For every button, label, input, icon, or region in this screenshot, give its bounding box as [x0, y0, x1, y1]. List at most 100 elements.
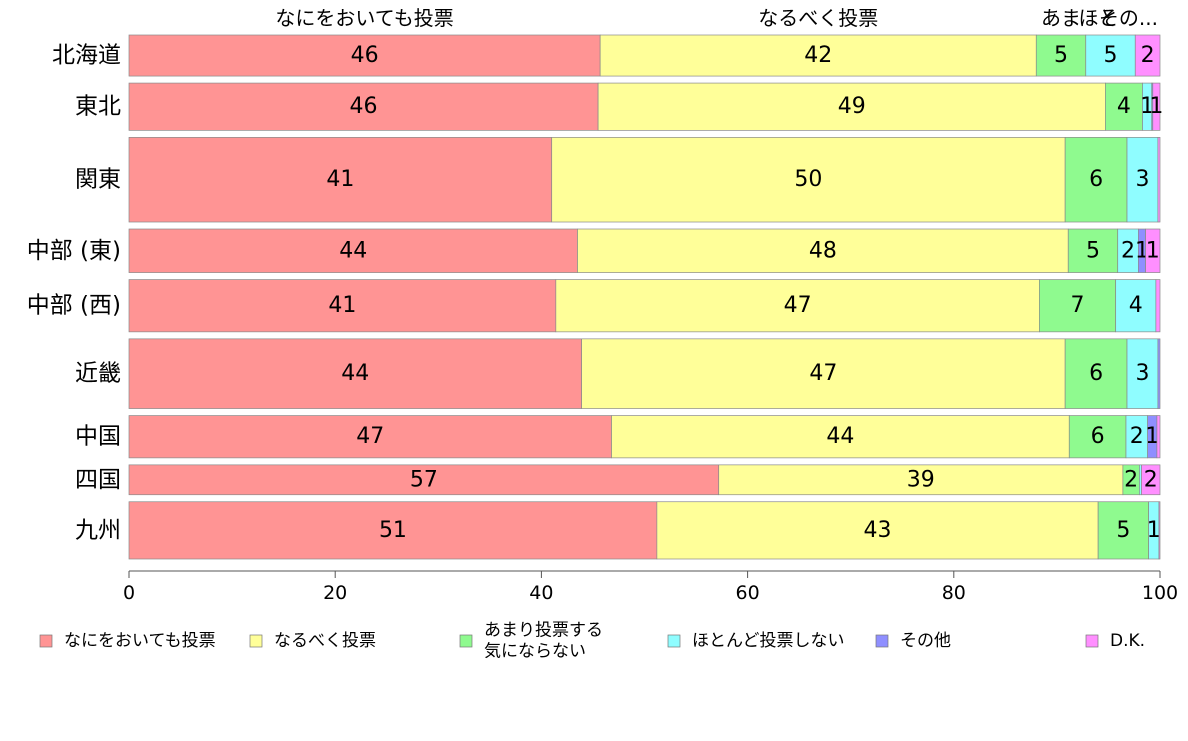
legend-item: なにをおいても投票	[39, 631, 216, 651]
bar-segment	[128, 82, 599, 131]
bar-value-label: 5	[1086, 238, 1100, 263]
legend-item: なるべく投票	[249, 631, 376, 651]
bar-row: 57 39 2 2	[128, 464, 1161, 496]
legend-swatch	[875, 634, 889, 648]
top-segment-labels: なにをおいても投票 なるべく投票 あまほとその...	[275, 6, 1158, 30]
bar-segment	[128, 34, 601, 77]
bar-value-label: 4	[1129, 293, 1143, 318]
bar-segment	[128, 137, 553, 223]
legend-label: あまり投票する	[484, 621, 603, 641]
bar-segment	[1155, 279, 1161, 333]
bar-segment	[1141, 464, 1161, 496]
legend-label: D.K.	[1110, 631, 1145, 651]
bar-segment	[128, 338, 582, 409]
bar-segment	[551, 137, 1066, 223]
x-tick-label: 0	[123, 582, 135, 604]
bar-value-label: 2	[1144, 467, 1158, 492]
category-label: 四国	[75, 467, 121, 493]
legend-swatch	[1085, 634, 1099, 648]
bar-segment	[128, 501, 658, 560]
bar-segment	[1097, 501, 1150, 560]
bar-value-label: 6	[1089, 361, 1103, 386]
bar-value-label: 44	[826, 424, 854, 449]
bar-value-label: 5	[1054, 43, 1068, 68]
bar-row: 41 50 6 3	[128, 137, 1161, 223]
bar-segment	[718, 464, 1124, 496]
bar-row: 46 42 5 5 2	[128, 34, 1161, 77]
bar-segment	[1126, 137, 1159, 223]
bar-value-label: 1	[1145, 424, 1159, 449]
bar-row: 44 48 5 2 11	[128, 228, 1161, 273]
top-segment-label: ほと	[1079, 6, 1119, 30]
bar-value-label: 49	[838, 94, 866, 119]
bar-value-label: 1	[1149, 94, 1163, 119]
legend-swatch	[39, 634, 53, 648]
bar-value-label: 6	[1091, 424, 1105, 449]
bar-value-label: 48	[809, 238, 837, 263]
bar-value-label: 47	[356, 424, 384, 449]
legend-label: ほとんど投票しない	[692, 631, 845, 651]
bar-segment	[1152, 82, 1161, 131]
category-label: 中部 (西)	[27, 293, 121, 319]
bar-value-label: 5	[1116, 518, 1130, 543]
legend-label: その他	[900, 631, 951, 651]
bar-segment	[1105, 82, 1143, 131]
bar-value-label: 46	[350, 94, 378, 119]
bar-value-label: 47	[784, 293, 812, 318]
legend-swatch	[459, 634, 473, 648]
bar-row: 51 43 5 1	[128, 501, 1161, 560]
bar-segment	[1068, 415, 1127, 459]
bar-segment	[1156, 415, 1161, 459]
x-tick-label: 20	[323, 582, 347, 604]
category-label: 中国	[75, 424, 121, 450]
bar-segment	[1064, 338, 1128, 409]
bar-row: 41 47 7 4	[128, 279, 1161, 333]
bar-value-label: 44	[339, 238, 367, 263]
bar-value-label: 47	[809, 361, 837, 386]
legend-swatch	[249, 634, 263, 648]
bar-value-label: 2	[1141, 43, 1155, 68]
legend-label: なるべく投票	[274, 631, 376, 651]
category-label: 東北	[75, 94, 121, 120]
legend-label: なにをおいても投票	[64, 631, 216, 651]
category-label: 九州	[75, 517, 121, 543]
bar-value-label: 1	[1147, 518, 1161, 543]
bar-segment	[1067, 228, 1119, 273]
top-segment-label: なにをおいても投票	[275, 6, 453, 30]
bar-segment	[1126, 338, 1159, 409]
bar-value-label: 1	[1146, 238, 1160, 263]
bar-segment	[128, 464, 720, 496]
bar-segment	[1035, 34, 1087, 77]
bar-segment	[1134, 34, 1161, 77]
bar-value-label: 3	[1135, 361, 1149, 386]
bar-row: 46 49 4 11	[128, 82, 1163, 131]
bar-value-label: 2	[1121, 238, 1135, 263]
bar-segment	[1158, 501, 1161, 560]
bar-value-label: 46	[351, 43, 379, 68]
x-tick-label: 80	[942, 582, 966, 604]
bar-value-label: 5	[1104, 43, 1118, 68]
bar-segment	[597, 82, 1106, 131]
x-axis: 0 20 40 60 80 100	[123, 570, 1178, 604]
bar-value-label: 1	[1140, 94, 1154, 119]
bar-segment	[577, 228, 1069, 273]
bar-segment	[611, 415, 1070, 459]
legend-label: 気にならない	[484, 642, 586, 662]
bar-value-label: 41	[328, 293, 356, 318]
bar-segment	[1157, 137, 1161, 223]
bar-segment	[1039, 279, 1117, 333]
category-label: 北海道	[52, 43, 121, 69]
category-label: 近畿	[75, 361, 121, 387]
bar-value-label: 7	[1071, 293, 1085, 318]
bar-value-label: 6	[1089, 167, 1103, 192]
bar-value-label: 50	[794, 167, 822, 192]
legend-item: D.K.	[1085, 631, 1145, 651]
bar-segment	[656, 501, 1099, 560]
bar-segment	[1085, 34, 1136, 77]
